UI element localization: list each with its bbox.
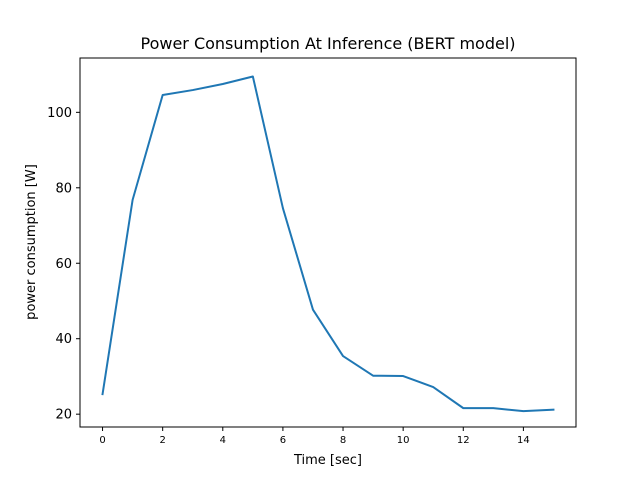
chart-title: Power Consumption At Inference (BERT mod… bbox=[140, 34, 515, 53]
axes-frame bbox=[79, 57, 577, 428]
x-tick-label: 14 bbox=[517, 435, 530, 446]
plot-area bbox=[79, 57, 577, 428]
x-tick-label: 12 bbox=[457, 435, 470, 446]
x-tick-label: 0 bbox=[99, 435, 105, 446]
y-tick-label: 80 bbox=[55, 181, 72, 196]
x-tick-label: 6 bbox=[280, 435, 286, 446]
y-axis: 20 40 60 80 100 bbox=[47, 106, 80, 423]
x-axis-label: Time [sec] bbox=[293, 453, 362, 468]
y-tick-label: 60 bbox=[55, 257, 72, 272]
series-line bbox=[101, 75, 555, 413]
x-tick-label: 4 bbox=[220, 435, 226, 446]
y-tick-label: 100 bbox=[47, 106, 72, 121]
x-tick-label: 8 bbox=[340, 435, 346, 446]
x-tick-label: 10 bbox=[397, 435, 410, 446]
y-tick-label: 20 bbox=[55, 408, 72, 423]
y-tick-label: 40 bbox=[55, 332, 72, 347]
y-axis-label: power consumption [W] bbox=[24, 164, 39, 320]
x-axis: 0 2 4 6 8 10 12 14 bbox=[99, 427, 530, 446]
x-tick-label: 2 bbox=[159, 435, 165, 446]
